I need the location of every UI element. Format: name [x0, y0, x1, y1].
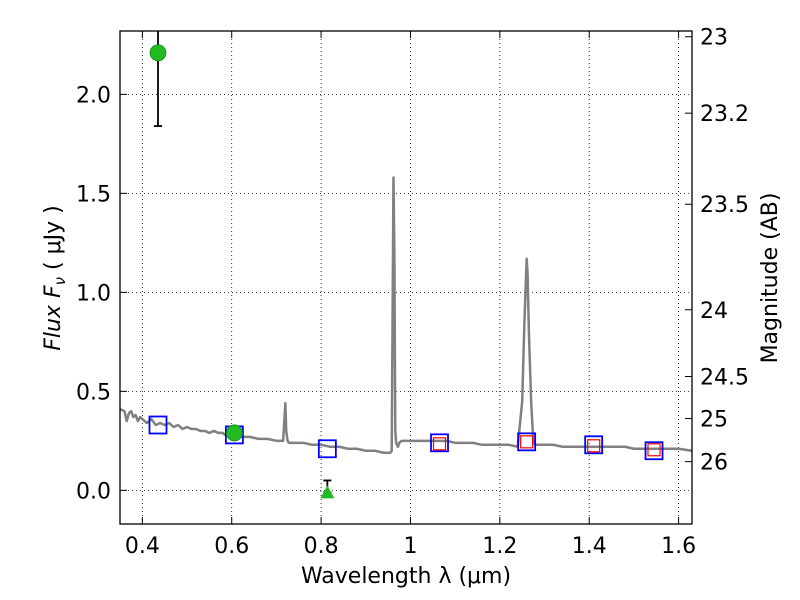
y-tick-label: 0.5 — [76, 380, 111, 405]
y2-tick-label: 23.5 — [700, 193, 749, 218]
plot-area — [120, 31, 692, 499]
model-square-marker — [148, 415, 168, 435]
y-axis-label-subscript: ν — [51, 277, 69, 285]
y2-tick-label: 25 — [700, 407, 728, 432]
observed-square-marker — [647, 443, 661, 457]
y-tick-label: 1.0 — [76, 281, 111, 306]
axis-ticks: 0.4 0.6 0.8 1 1.2 1.4 1.6 0.0 0.5 1.0 1.5 2.0 23 23.2… — [76, 26, 749, 559]
model-square-marker — [317, 439, 337, 459]
observed-square-marker — [587, 439, 601, 453]
model-square-marker — [644, 441, 664, 461]
spectrum-line — [120, 176, 692, 454]
observed-square-marker — [432, 437, 447, 451]
y2-tick-label: 23 — [700, 26, 728, 51]
y-axis-label: Flux Fν ( μJy ) — [41, 205, 69, 350]
x-tick-label: 1.6 — [661, 534, 696, 559]
y2-tick-label: 24.5 — [700, 365, 749, 390]
plot-frame — [119, 30, 693, 525]
y2-axis-label: Magnitude (AB) — [758, 193, 783, 364]
x-axis-label: Wavelength λ (μm) — [301, 564, 511, 589]
y2-tick-label: 24 — [700, 299, 728, 324]
grid — [120, 31, 692, 524]
y-axis-label-unit: ( μJy ) — [41, 205, 66, 277]
detection-circle-marker — [225, 424, 243, 442]
y-tick-label: 0.0 — [76, 479, 111, 504]
x-tick-label: 1 — [403, 534, 417, 559]
x-tick-label: 0.8 — [304, 534, 339, 559]
x-tick-label: 0.4 — [125, 534, 160, 559]
y-axis-label-main: Flux F — [41, 285, 66, 351]
model-square-marker — [584, 435, 604, 455]
x-tick-label: 1.2 — [482, 534, 517, 559]
model-square-marker — [430, 433, 449, 453]
series-markers — [148, 31, 664, 499]
y-tick-label: 2.0 — [76, 83, 111, 108]
model-square-marker — [517, 432, 537, 452]
y-tick-label: 1.5 — [76, 182, 111, 207]
y2-tick-label: 23.2 — [700, 102, 749, 127]
detection-circle-marker — [149, 44, 167, 62]
series-lines — [120, 176, 692, 454]
plot-background — [120, 31, 692, 524]
observed-square-marker — [520, 435, 534, 449]
x-tick-label: 1.4 — [572, 534, 607, 559]
y2-tick-label: 26 — [700, 451, 728, 476]
upper-limit-triangle-marker — [320, 485, 335, 499]
x-tick-label: 0.6 — [214, 534, 249, 559]
